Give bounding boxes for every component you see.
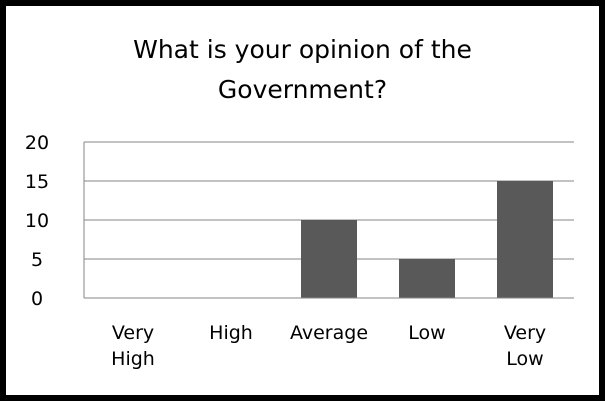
x-tick-label-low: Low [408, 322, 445, 344]
x-tick-label-average: Average [290, 322, 368, 344]
bar-average [301, 220, 357, 298]
chart-title: What is your opinion of the Government? [0, 30, 605, 110]
y-tick-label-0: 0 [31, 288, 43, 310]
y-tick-label-5: 5 [31, 249, 43, 271]
bars [301, 181, 553, 298]
y-tick-label-15: 15 [25, 171, 49, 193]
y-tick-label-20: 20 [25, 132, 49, 154]
labels: 0 5 10 15 20 Very High High Average Low Very Low [25, 132, 546, 370]
axes [83, 142, 574, 299]
chart-title-text: What is your opinion of the Government? [133, 35, 472, 104]
x-tick-label-high: High [209, 322, 253, 344]
bar-very-low [497, 181, 553, 298]
x-tick-label-very-low: Very Low [504, 322, 546, 370]
x-tick-label-very-high: Very High [111, 322, 155, 370]
y-tick-label-10: 10 [25, 210, 49, 232]
bar-low [399, 259, 455, 298]
